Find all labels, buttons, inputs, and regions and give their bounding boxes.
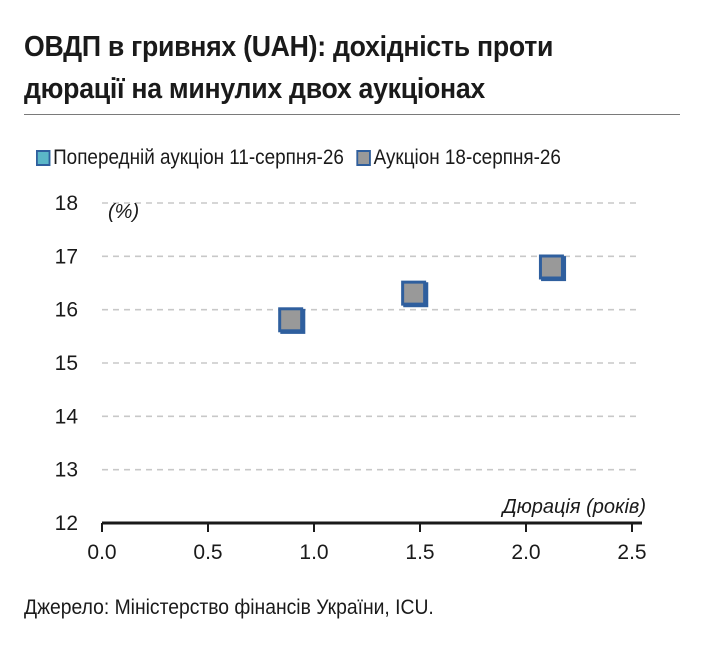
gridlines	[101, 202, 642, 532]
data-point-series-1-1	[401, 280, 427, 306]
title-divider	[24, 114, 680, 115]
x-tick-label: 2.5	[617, 541, 646, 564]
y-axis-label: (%)	[108, 201, 139, 223]
data-point-series-1-2	[538, 254, 564, 280]
y-tick-label: 12	[55, 512, 78, 535]
data-point-series-1-0	[278, 307, 304, 333]
x-tick-label: 1.0	[299, 541, 328, 564]
data-points	[278, 254, 567, 334]
chart-legend: Попередній аукціон 11-серпня-26 Аукціон …	[36, 146, 574, 170]
x-tick-label: 2.0	[511, 541, 540, 564]
y-tick-label: 14	[55, 405, 79, 428]
x-tick-label: 0.0	[87, 541, 116, 564]
legend-item-current-auction: Аукціон 18-серпня-26	[356, 146, 561, 170]
x-tick-label: 1.5	[405, 541, 434, 564]
y-tick-label: 15	[55, 352, 78, 375]
y-tick-label: 16	[55, 299, 78, 322]
y-tick-label: 13	[55, 459, 78, 482]
y-tick-label: 18	[55, 192, 78, 215]
legend-swatch-current-auction	[356, 150, 371, 166]
chart-title-line-1: ОВДП в гривнях (UAH): дохідність проти	[24, 31, 554, 63]
x-axis-label: Дюрація (років)	[501, 496, 646, 518]
source-note: Джерело: Міністерство фінансів України, …	[24, 596, 434, 619]
legend-swatch-previous-auction	[36, 150, 51, 166]
chart-title-line-2: дюрації на минулих двох аукціонах	[24, 73, 485, 105]
y-tick-label: 17	[55, 245, 78, 268]
chart-title: ОВДП в гривнях (UAH): дохідність проти д…	[24, 26, 631, 110]
x-tick-label: 0.5	[193, 541, 222, 564]
legend-label-current-auction: Аукціон 18-серпня-26	[373, 146, 561, 169]
legend-item-previous-auction: Попередній аукціон 11-серпня-26	[36, 146, 344, 170]
tick-labels: 12 13 14 15 16 17 18 0.0 0.5 1.0 1.5 2.0 2.5	[55, 192, 647, 564]
legend-label-previous-auction: Попередній аукціон 11-серпня-26	[53, 146, 344, 169]
